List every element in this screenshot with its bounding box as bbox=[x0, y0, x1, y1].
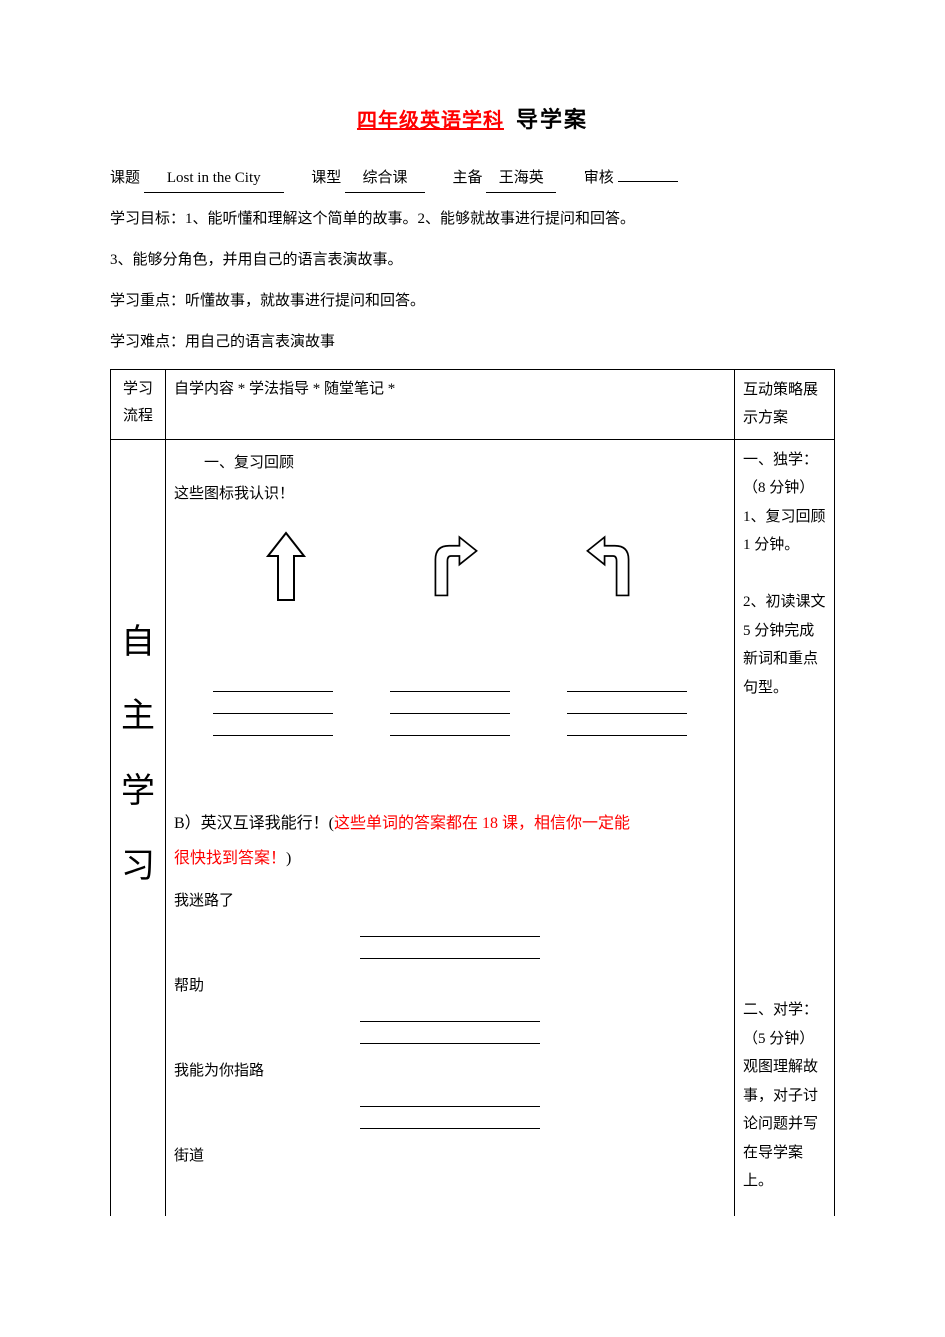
blank-line[interactable] bbox=[567, 722, 687, 736]
translate-line[interactable] bbox=[360, 1030, 540, 1044]
blank-line[interactable] bbox=[213, 722, 333, 736]
review-sub: 这些图标我认识！ bbox=[174, 481, 726, 508]
goals-label: 学习目标： bbox=[110, 211, 185, 227]
table-header-row: 学习流程 自学内容 * 学法指导 * 随堂笔记 * 互动策略展示方案 bbox=[111, 369, 835, 439]
translate-row-2: 帮助 bbox=[174, 973, 726, 1044]
left-char-1: 自 bbox=[119, 606, 157, 681]
translate-label: 我能为你指路 bbox=[174, 1058, 726, 1085]
translate-lines bbox=[174, 1008, 726, 1044]
left-char-3: 学 bbox=[119, 755, 157, 830]
review-heading: 一、复习回顾 bbox=[204, 450, 726, 477]
main-table: 学习流程 自学内容 * 学法指导 * 随堂笔记 * 互动策略展示方案 自 主 学… bbox=[110, 369, 835, 1216]
focus-text: 听懂故事，就故事进行提问和回答。 bbox=[185, 293, 425, 309]
learning-difficulty: 学习难点：用自己的语言表演故事 bbox=[110, 326, 835, 359]
learning-focus: 学习重点：听懂故事，就故事进行提问和回答。 bbox=[110, 285, 835, 318]
blank-line[interactable] bbox=[390, 678, 510, 692]
translate-line[interactable] bbox=[360, 945, 540, 959]
difficulty-label: 学习难点： bbox=[110, 334, 185, 350]
difficulty-text: 用自己的语言表演故事 bbox=[185, 334, 335, 350]
left-body-label: 自 主 学 习 bbox=[119, 446, 157, 905]
focus-label: 学习重点： bbox=[110, 293, 185, 309]
right-sec1-item1: 1、复习回顾 1 分钟。 bbox=[743, 503, 826, 560]
header-left: 学习流程 bbox=[111, 369, 166, 439]
translate-row-1: 我迷路了 bbox=[174, 888, 726, 959]
title-main: 导学案 bbox=[516, 107, 588, 132]
blank-line[interactable] bbox=[567, 678, 687, 692]
right-body-cell: 一、独学： （8 分钟） 1、复习回顾 1 分钟。 2、初读课文 5 分钟完成新… bbox=[735, 439, 835, 1216]
header-mid: 自学内容 * 学法指导 * 随堂笔记 * bbox=[166, 369, 735, 439]
section-b: B）英汉互译我能行！(这些单词的答案都在 18 课，相信你一定能 很快找到答案！… bbox=[174, 806, 726, 876]
blank-line[interactable] bbox=[213, 700, 333, 714]
blank-line[interactable] bbox=[390, 700, 510, 714]
right-sec1-title: 一、独学： bbox=[743, 446, 826, 475]
translate-label: 街道 bbox=[174, 1143, 726, 1170]
goals-text: 1、能听懂和理解这个简单的故事。2、能够就故事进行提问和回答。 bbox=[185, 211, 635, 227]
learning-goals-2: 3、能够分角色，并用自己的语言表演故事。 bbox=[110, 244, 835, 277]
translate-line[interactable] bbox=[360, 1008, 540, 1022]
topic-value[interactable]: Lost in the City bbox=[144, 165, 284, 193]
translate-line[interactable] bbox=[360, 1115, 540, 1129]
right-section-1: 一、独学： （8 分钟） 1、复习回顾 1 分钟。 2、初读课文 5 分钟完成新… bbox=[743, 446, 826, 703]
mid-body-cell: 一、复习回顾 这些图标我认识！ bbox=[166, 439, 735, 1216]
section-b-suffix: ) bbox=[286, 850, 291, 867]
title-subject: 四年级英语学科 bbox=[357, 110, 504, 132]
author-value[interactable]: 王海英 bbox=[486, 165, 556, 193]
right-sec1-item2: 2、初读课文 5 分钟完成新词和重点句型。 bbox=[743, 588, 826, 702]
translate-line[interactable] bbox=[360, 923, 540, 937]
arrow-turn-left-icon bbox=[584, 528, 644, 608]
blank-col-1 bbox=[213, 678, 333, 736]
blank-line[interactable] bbox=[213, 678, 333, 692]
translate-label: 帮助 bbox=[174, 973, 726, 1000]
translate-label: 我迷路了 bbox=[174, 888, 726, 915]
header-right: 互动策略展示方案 bbox=[735, 369, 835, 439]
blank-col-2 bbox=[390, 678, 510, 736]
right-sec2-time: （5 分钟） bbox=[743, 1025, 826, 1054]
review-label: 审核 bbox=[584, 165, 614, 192]
right-sec2-title: 二、对学： bbox=[743, 996, 826, 1025]
translate-row-4: 街道 bbox=[174, 1143, 726, 1170]
review-value[interactable] bbox=[618, 181, 678, 182]
author-label: 主备 bbox=[453, 165, 483, 192]
learning-goals: 学习目标：1、能听懂和理解这个简单的故事。2、能够就故事进行提问和回答。 bbox=[110, 203, 835, 236]
translate-lines bbox=[174, 923, 726, 959]
left-char-2: 主 bbox=[119, 680, 157, 755]
topic-label: 课题 bbox=[110, 165, 140, 192]
blank-line[interactable] bbox=[567, 700, 687, 714]
type-value[interactable]: 综合课 bbox=[345, 165, 425, 193]
left-char-4: 习 bbox=[119, 830, 157, 905]
arrow-turn-right-icon bbox=[420, 528, 480, 608]
table-body-row: 自 主 学 习 一、复习回顾 这些图标我认识！ bbox=[111, 439, 835, 1216]
section-b-red-1: 这些单词的答案都在 18 课，相信你一定能 bbox=[334, 815, 630, 832]
right-section-2: 二、对学： （5 分钟） 观图理解故事，对子讨论问题并写在导学案上。 bbox=[743, 996, 826, 1196]
translate-block: 我迷路了 帮助 我能为你指路 bbox=[174, 888, 726, 1170]
right-sec2-text: 观图理解故事，对子讨论问题并写在导学案上。 bbox=[743, 1053, 826, 1196]
right-sec1-time: （8 分钟） bbox=[743, 474, 826, 503]
translate-line[interactable] bbox=[360, 1093, 540, 1107]
translate-lines bbox=[174, 1093, 726, 1129]
arrow-up-icon bbox=[256, 528, 316, 608]
blank-lines-row bbox=[174, 678, 726, 766]
arrows-row bbox=[174, 518, 726, 678]
goals-text-2: 3、能够分角色，并用自己的语言表演故事。 bbox=[110, 252, 403, 268]
section-b-prefix: B）英汉互译我能行！( bbox=[174, 815, 334, 832]
blank-line[interactable] bbox=[390, 722, 510, 736]
blank-col-3 bbox=[567, 678, 687, 736]
type-label: 课型 bbox=[311, 165, 341, 192]
document-title: 四年级英语学科 导学案 bbox=[110, 100, 835, 140]
left-body-cell: 自 主 学 习 bbox=[111, 439, 166, 1216]
section-b-red-2: 很快找到答案！ bbox=[174, 850, 286, 867]
translate-row-3: 我能为你指路 bbox=[174, 1058, 726, 1129]
meta-row: 课题 Lost in the City 课型 综合课 主备 王海英 审核 bbox=[110, 165, 835, 193]
